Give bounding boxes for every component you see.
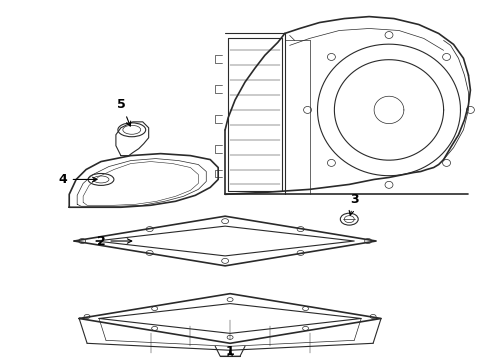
Text: 4: 4	[59, 173, 97, 186]
Text: 1: 1	[225, 345, 234, 358]
Text: 2: 2	[97, 234, 131, 248]
Text: 3: 3	[348, 193, 358, 215]
Text: 5: 5	[117, 99, 130, 126]
